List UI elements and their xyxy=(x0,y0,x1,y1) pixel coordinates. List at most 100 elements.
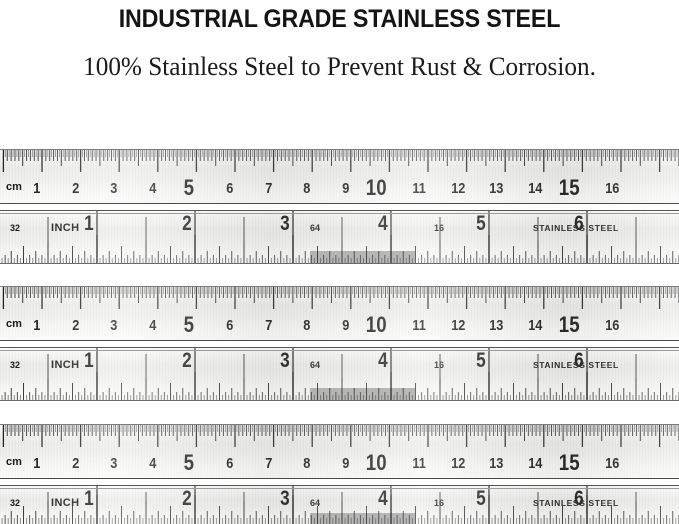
metric-label-1: 1 xyxy=(33,317,41,334)
ruler-bottom: 1 2 3 4 5 6 7 8 9 10 11 12 13 14 15 16 cm 1 2 3 4 5 6 32 INCH 64 1… xyxy=(0,424,679,524)
page-title: INDUSTRIAL GRADE STAINLESS STEEL xyxy=(118,5,561,33)
metric-label-16: 16 xyxy=(605,317,620,334)
metric-label-4: 4 xyxy=(149,455,157,472)
metric-tick-marks xyxy=(2,425,679,447)
imperial-label-3: 3 xyxy=(280,487,290,510)
fraction-label-64: 64 xyxy=(310,498,321,508)
imperial-label-3: 3 xyxy=(280,212,290,235)
metric-label-9: 9 xyxy=(342,317,350,334)
ruler-metric-face: 1 2 3 4 5 6 7 8 9 10 11 12 13 14 15 16 cm xyxy=(0,424,679,479)
metric-label-11: 11 xyxy=(412,317,426,334)
metric-label-8: 8 xyxy=(303,180,311,197)
ruler-imperial-face: 1 2 3 4 5 6 32 INCH 64 16 STAINLESS STEEL xyxy=(0,347,679,401)
imperial-label-2: 2 xyxy=(182,349,192,372)
metric-label-12: 12 xyxy=(450,317,465,334)
metric-label-13: 13 xyxy=(489,455,504,472)
imperial-label-4: 4 xyxy=(378,349,388,372)
metric-label-15: 15 xyxy=(559,312,581,337)
fraction-label-16: 16 xyxy=(434,223,445,233)
imperial-label-5: 5 xyxy=(476,487,486,510)
metric-label-2: 2 xyxy=(71,180,79,197)
metric-label-3: 3 xyxy=(110,455,118,472)
metric-label-9: 9 xyxy=(342,180,350,197)
metric-label-12: 12 xyxy=(450,455,465,472)
imperial-unit-label: INCH xyxy=(51,359,80,371)
ruler-edge-hairline xyxy=(0,213,679,214)
metric-unit-label: cm xyxy=(6,318,22,330)
metric-label-1: 1 xyxy=(33,455,41,472)
ruler-imperial-face: 1 2 3 4 5 6 32 INCH 64 16 STAINLESS STEEL xyxy=(0,485,679,524)
imperial-label-6: 6 xyxy=(574,487,584,510)
imperial-label-6: 6 xyxy=(574,349,584,372)
metric-label-12: 12 xyxy=(450,180,465,197)
metric-label-3: 3 xyxy=(110,180,118,197)
imperial-label-3: 3 xyxy=(280,349,290,372)
metric-label-10: 10 xyxy=(366,175,388,200)
ruler-imperial-face: 1 2 3 4 5 6 32 INCH 64 16 STAINLESS STEEL xyxy=(0,210,679,264)
fraction-label-32: 32 xyxy=(10,360,21,370)
metric-label-16: 16 xyxy=(605,455,620,472)
metric-label-16: 16 xyxy=(605,180,620,197)
metric-label-6: 6 xyxy=(226,317,234,334)
imperial-label-4: 4 xyxy=(378,212,388,235)
metric-tick-marks xyxy=(2,150,679,172)
metric-label-15: 15 xyxy=(559,175,581,200)
fraction-label-32: 32 xyxy=(10,498,21,508)
metric-label-10: 10 xyxy=(366,450,388,475)
metric-label-2: 2 xyxy=(71,455,79,472)
imperial-label-2: 2 xyxy=(182,487,192,510)
ruler-metric-face: 1 2 3 4 5 6 7 8 9 10 11 12 13 14 15 16 cm xyxy=(0,286,679,341)
brand-label: STAINLESS STEEL xyxy=(533,498,619,508)
imperial-label-1: 1 xyxy=(84,349,94,372)
metric-label-14: 14 xyxy=(527,455,543,472)
metric-label-1: 1 xyxy=(33,180,41,197)
metric-label-6: 6 xyxy=(226,455,234,472)
metric-label-14: 14 xyxy=(527,317,543,334)
metric-unit-label: cm xyxy=(6,181,22,193)
metric-label-5: 5 xyxy=(184,312,195,337)
metric-label-14: 14 xyxy=(527,180,543,197)
imperial-unit-label: INCH xyxy=(51,222,80,234)
fraction-label-16: 16 xyxy=(434,360,445,370)
page-subtitle: 100% Stainless Steel to Prevent Rust & C… xyxy=(83,52,596,81)
imperial-label-2: 2 xyxy=(182,212,192,235)
imperial-label-1: 1 xyxy=(84,212,94,235)
metric-label-6: 6 xyxy=(226,180,234,197)
metric-label-9: 9 xyxy=(342,455,350,472)
fraction-label-64: 64 xyxy=(310,360,321,370)
metric-label-5: 5 xyxy=(184,175,195,200)
imperial-tick-marks xyxy=(1,348,679,400)
fraction-label-16: 16 xyxy=(434,498,445,508)
ruler-top: 1 2 3 4 5 6 7 8 9 10 11 12 13 14 15 16 cm 1 2 3 4 5 6 32 INCH 64 1… xyxy=(0,149,679,264)
metric-label-8: 8 xyxy=(303,317,311,334)
metric-label-7: 7 xyxy=(264,317,272,334)
imperial-tick-marks xyxy=(1,211,679,263)
brand-label: STAINLESS STEEL xyxy=(533,223,619,233)
metric-label-10: 10 xyxy=(366,312,388,337)
ruler-edge-hairline xyxy=(0,350,679,351)
metric-label-11: 11 xyxy=(412,455,426,472)
metric-label-4: 4 xyxy=(149,180,157,197)
fraction-label-64: 64 xyxy=(310,223,321,233)
ruler-edge-hairline xyxy=(0,488,679,489)
imperial-label-5: 5 xyxy=(476,349,486,372)
ruler-metric-face: 1 2 3 4 5 6 7 8 9 10 11 12 13 14 15 16 cm xyxy=(0,149,679,204)
metric-unit-label: cm xyxy=(6,456,22,468)
metric-tick-marks xyxy=(2,287,679,309)
metric-label-2: 2 xyxy=(71,317,79,334)
brand-label: STAINLESS STEEL xyxy=(533,360,619,370)
imperial-unit-label: INCH xyxy=(51,497,80,509)
metric-label-8: 8 xyxy=(303,455,311,472)
metric-label-3: 3 xyxy=(110,317,118,334)
metric-label-15: 15 xyxy=(559,450,581,475)
metric-label-11: 11 xyxy=(412,180,426,197)
imperial-label-5: 5 xyxy=(476,212,486,235)
imperial-label-1: 1 xyxy=(84,487,94,510)
metric-label-7: 7 xyxy=(264,180,272,197)
imperial-label-4: 4 xyxy=(378,487,388,510)
metric-label-13: 13 xyxy=(489,317,504,334)
metric-label-7: 7 xyxy=(264,455,272,472)
ruler-middle: 1 2 3 4 5 6 7 8 9 10 11 12 13 14 15 16 cm 1 2 3 4 5 6 32 INCH 64 1… xyxy=(0,286,679,401)
metric-label-4: 4 xyxy=(149,317,157,334)
